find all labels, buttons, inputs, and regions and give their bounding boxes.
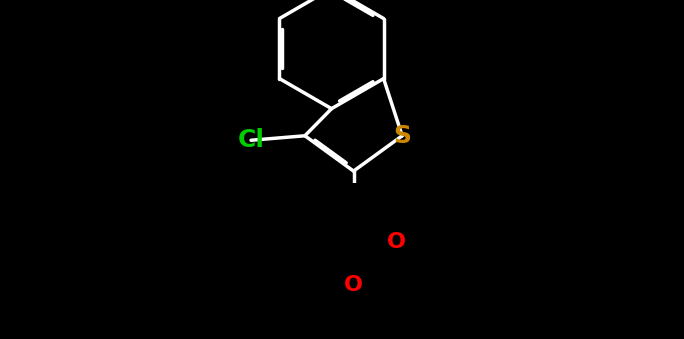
Text: S: S <box>393 124 411 148</box>
Text: O: O <box>344 275 363 295</box>
Text: O: O <box>387 233 406 253</box>
Text: Cl: Cl <box>237 128 265 152</box>
